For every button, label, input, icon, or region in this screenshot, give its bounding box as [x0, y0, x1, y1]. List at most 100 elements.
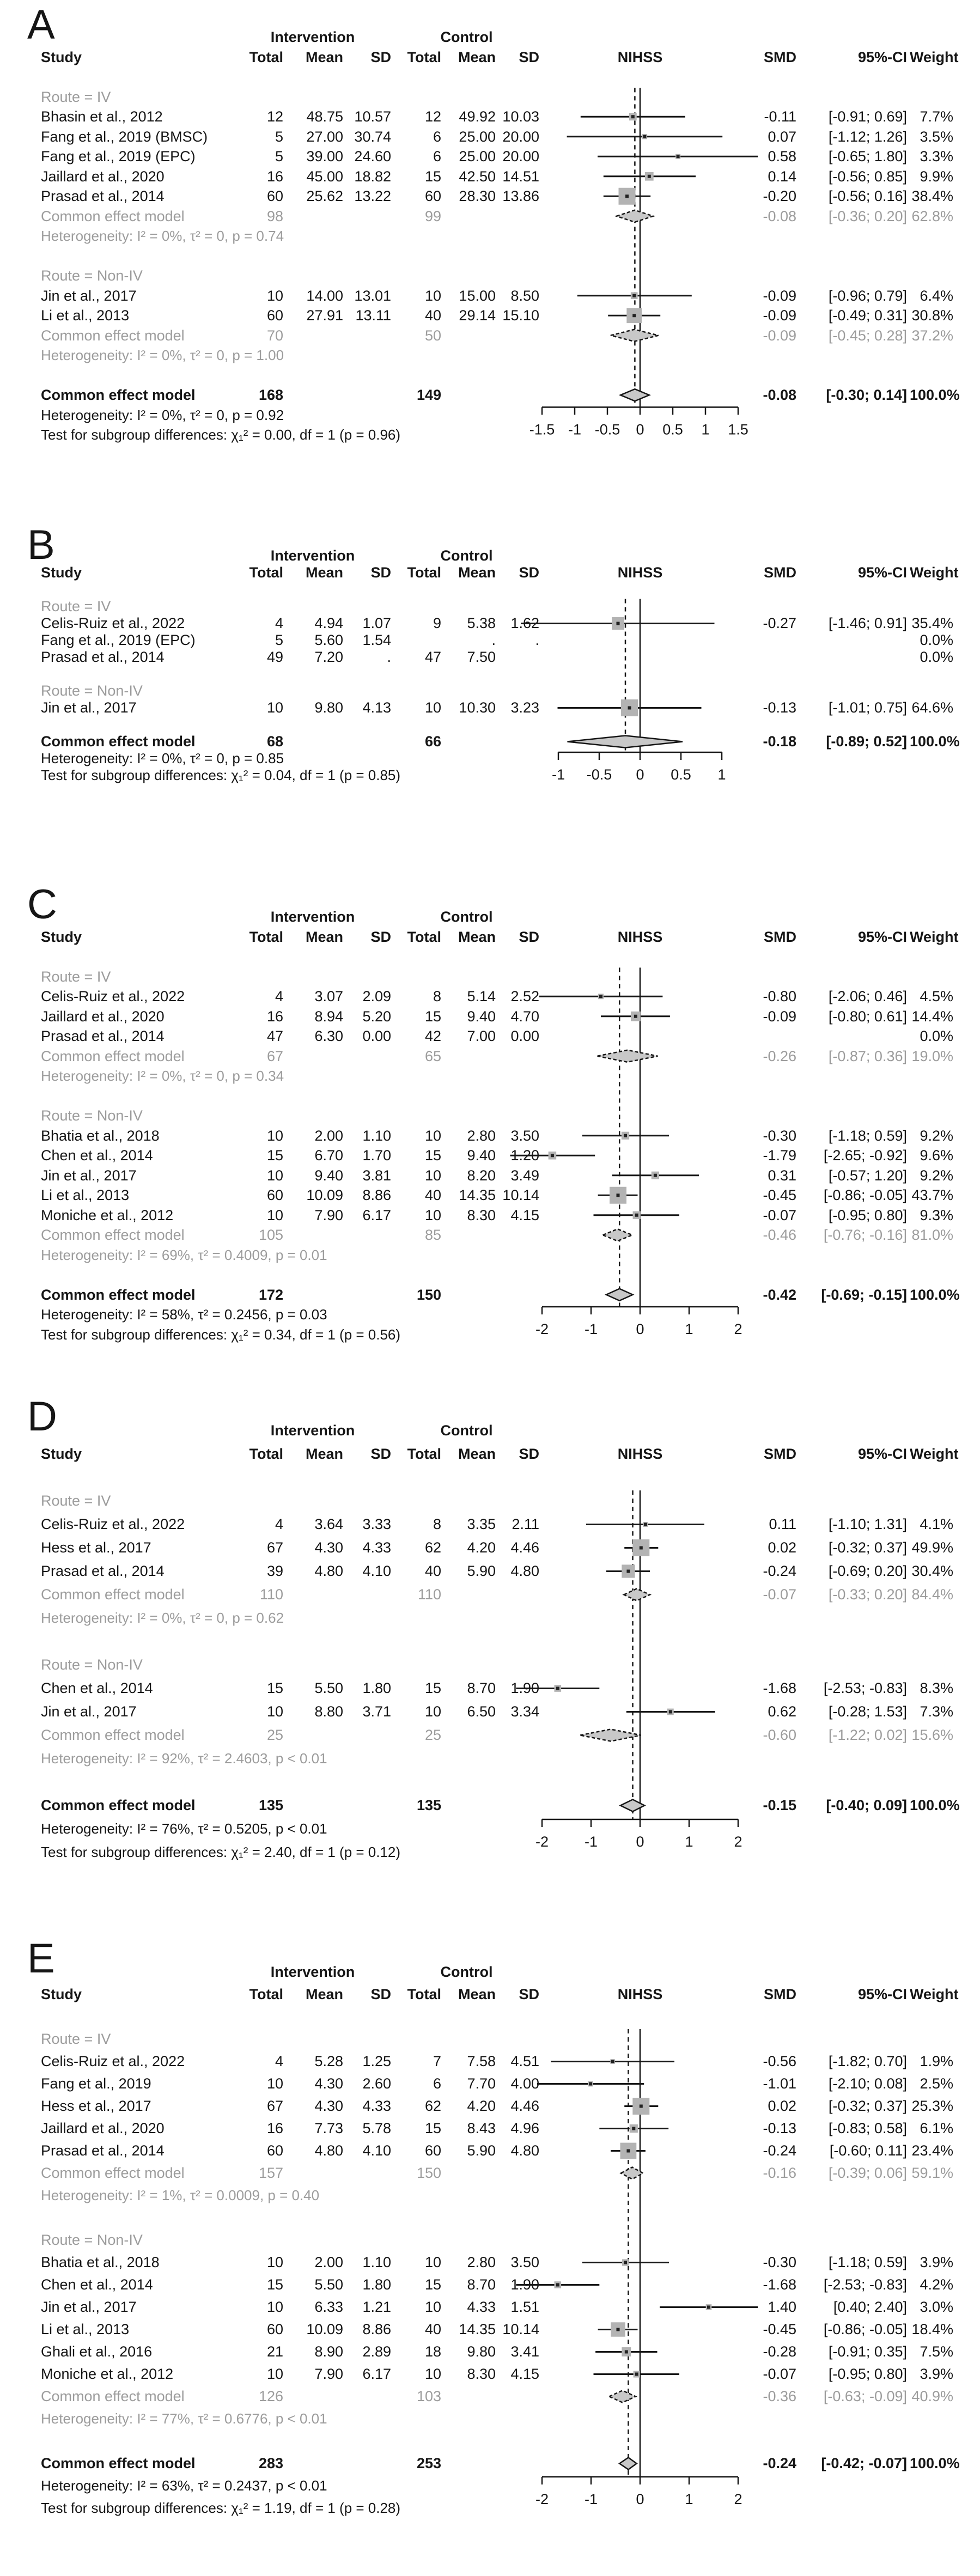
forest-row-study: Prasad et al., 2014 60 4.80 4.10 60 5.90 4.80 -… [0, 2140, 980, 2162]
pooled-smd-value: -0.42 [763, 1286, 796, 1303]
intervention-mean: 7.90 [314, 1207, 343, 1223]
ci-value: [-1.18; 0.59] [828, 2254, 907, 2270]
study-label: Jin et al., 2017 [41, 287, 137, 304]
forest-row-test: Test for subgroup differences: χ₁² = 1.1… [0, 2497, 980, 2519]
smd-value: -0.24 [763, 1563, 796, 1579]
control-total: 8 [433, 988, 441, 1004]
smd-value: -1.68 [763, 2276, 796, 2293]
study-column-header: Study [41, 928, 82, 945]
forest-row-pooled: Common effect model 70 50 -0.09 [-0.45; 0.28… [0, 326, 980, 346]
ci-value: [-0.95; 0.80] [828, 2366, 907, 2382]
forest-row-het: Heterogeneity: I² = 77%, τ² = 0.6776, p … [0, 2408, 980, 2430]
control-mean: 5.14 [467, 988, 496, 1004]
panel-label: D [27, 1393, 57, 1440]
intervention-sd: 1.25 [362, 2053, 391, 2069]
control-sd: . [535, 632, 539, 648]
pooled-ci-value: [-0.76; -0.16] [823, 1227, 907, 1243]
pooled-smd-value: -0.46 [763, 1227, 796, 1243]
header-row-groups: Intervention Control [0, 27, 980, 47]
pooled-smd-value: -0.15 [763, 1797, 796, 1813]
pooled-label: Common effect model [41, 327, 185, 344]
pooled-ci-value: [-0.30; 0.14] [826, 387, 907, 403]
control-total: 15 [424, 1147, 441, 1164]
header-row-groups: Intervention Control [0, 1961, 980, 1983]
smd-value: -1.68 [763, 1680, 796, 1696]
smd-value: 0.62 [768, 1703, 796, 1720]
subgroup-test-note: Test for subgroup differences: χ₁² = 0.0… [41, 427, 401, 443]
ci-value: [-0.91; 0.35] [828, 2343, 907, 2360]
ci-value: [-2.65; -0.92] [823, 1147, 907, 1164]
forest-row-test: Test for subgroup differences: χ₁² = 0.3… [0, 1325, 980, 1345]
ci-column-header: 95%-CI [857, 1986, 907, 2002]
weight-value: 7.5% [920, 2343, 953, 2360]
ci-column-header: 95%-CI [857, 48, 907, 65]
control-mean: 3.35 [467, 1516, 496, 1532]
intervention-mean: 8.90 [314, 2343, 343, 2360]
forest-row-pooled: Common effect model 110 110 -0.07 [-0.33; 0.… [0, 1583, 980, 1606]
pooled-int-total: 126 [258, 2388, 283, 2404]
control-mean: 42.50 [459, 168, 496, 185]
smd-column-header: SMD [764, 1986, 796, 2002]
control-total: 18 [424, 2343, 441, 2360]
control-total: 10 [424, 2366, 441, 2382]
intervention-mean: 6.30 [314, 1028, 343, 1044]
study-label: Li et al., 2013 [41, 1187, 130, 1203]
weight-value: 3.9% [920, 2254, 953, 2270]
pooled-ctl-total: 25 [424, 1727, 441, 1743]
forest-row-study: Jaillard et al., 2020 16 45.00 18.82 15 42.50… [0, 167, 980, 187]
forest-row-het: Heterogeneity: I² = 69%, τ² = 0.4009, p … [0, 1245, 980, 1265]
forest-row-study: Li et al., 2013 60 10.09 8.86 40 14.35 10.14 -0… [0, 1185, 980, 1205]
forest-row-study: Chen et al., 2014 15 6.70 1.70 15 9.40 1.20 -1.… [0, 1146, 980, 1166]
study-label: Hess et al., 2017 [41, 1539, 151, 1556]
int-total-header: Total [249, 564, 284, 581]
forest-row-het: Heterogeneity: I² = 0%, τ² = 0, p = 0.34 [0, 1066, 980, 1086]
control-sd: 4.96 [510, 2120, 539, 2136]
study-label: Celis-Ruiz et al., 2022 [41, 615, 185, 631]
forest-row-het: Heterogeneity: I² = 58%, τ² = 0.2456, p … [0, 1305, 980, 1325]
control-total: 62 [424, 2098, 441, 2114]
intervention-group-header: Intervention [270, 909, 355, 925]
weight-value: 9.9% [920, 168, 953, 185]
subgroup-test-note: Test for subgroup differences: χ₁² = 0.0… [41, 767, 401, 783]
forest-row-study: Prasad et al., 2014 47 6.30 0.00 42 7.00 0.00 0… [0, 1026, 980, 1046]
forest-row-study: Moniche et al., 2012 10 7.90 6.17 10 8.30 4.15… [0, 2363, 980, 2385]
forest-row-group: Route = Non-IV [0, 683, 980, 699]
control-sd: 4.80 [510, 1563, 539, 1579]
study-label: Chen et al., 2014 [41, 2276, 153, 2293]
control-total: 10 [424, 1167, 441, 1184]
control-total: 60 [424, 188, 441, 204]
pooled-weight-value: 100.0% [910, 733, 960, 750]
control-sd: 1.20 [510, 1147, 539, 1164]
control-sd: 20.00 [502, 128, 539, 145]
intervention-sd: 4.33 [362, 2098, 391, 2114]
pooled-int-total: 67 [266, 1048, 283, 1064]
subgroup-label: Route = Non-IV [41, 1107, 143, 1124]
intervention-total: 16 [266, 1008, 283, 1025]
ci-value: [-0.69; 0.20] [828, 1563, 907, 1579]
intervention-mean: 4.80 [314, 1563, 343, 1579]
control-mean: 5.90 [467, 1563, 496, 1579]
forest-row-pooled: Common effect model 135 135 -0.15 [-0.40; 0.… [0, 1794, 980, 1817]
intervention-mean: 8.94 [314, 1008, 343, 1025]
control-total: 15 [424, 1680, 441, 1696]
intervention-sd: 3.33 [362, 1516, 391, 1532]
ci-value: [-0.96; 0.79] [828, 287, 907, 304]
subgroup-label: Route = IV [41, 2031, 111, 2047]
ctl-sd-header: SD [519, 564, 539, 581]
control-total: 62 [424, 1539, 441, 1556]
control-mean: 5.90 [467, 2142, 496, 2159]
int-mean-header: Mean [305, 48, 343, 65]
intervention-mean: 6.33 [314, 2299, 343, 2315]
smd-column-header: SMD [764, 1446, 796, 1462]
pooled-label: Common effect model [41, 2388, 185, 2404]
pooled-weight-value: 100.0% [910, 1286, 960, 1303]
pooled-smd-value: -0.24 [763, 2455, 796, 2471]
control-group-header: Control [440, 547, 493, 564]
forest-panel-C: C Intervention Control Study Total Mean SD Tota… [0, 881, 980, 1396]
control-sd: 4.46 [510, 1539, 539, 1556]
intervention-sd: 1.07 [362, 615, 391, 631]
control-mean: 8.70 [467, 2276, 496, 2293]
control-total: 6 [433, 148, 441, 165]
intervention-sd: 10.57 [354, 108, 391, 125]
